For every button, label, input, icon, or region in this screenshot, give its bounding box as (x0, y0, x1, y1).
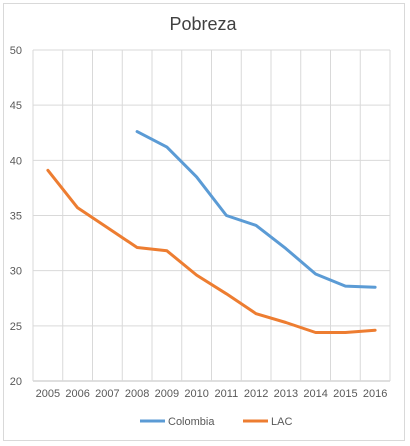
chart-title: Pobreza (169, 14, 237, 34)
x-tick-label: 2012 (244, 388, 268, 400)
x-tick-label: 2015 (333, 388, 357, 400)
legend-label: Colombia (168, 416, 215, 428)
x-tick-label: 2007 (95, 388, 119, 400)
y-tick-label: 35 (10, 211, 22, 223)
x-tick-label: 2006 (65, 388, 89, 400)
x-axis-ticks: 2005 2006 2007 2008 2009 2010 2011 2012 2013 2014… (36, 388, 388, 400)
gridlines (32, 49, 391, 382)
x-tick-label: 2016 (363, 388, 387, 400)
y-tick-label: 20 (10, 376, 22, 388)
legend: Colombia LAC (140, 416, 292, 428)
series-line-lac (46, 168, 377, 334)
x-tick-label: 2005 (36, 388, 60, 400)
x-tick-label: 2009 (155, 388, 179, 400)
x-tick-label: 2014 (303, 388, 327, 400)
series-line-colombia (135, 130, 377, 289)
y-tick-label: 50 (10, 45, 22, 57)
legend-label: LAC (271, 416, 292, 428)
series-lines (46, 130, 377, 334)
y-tick-label: 45 (10, 100, 22, 112)
y-axis-ticks: 20 25 30 35 40 45 50 (10, 45, 22, 388)
x-tick-label: 2011 (215, 388, 239, 400)
x-tick-label: 2010 (184, 388, 208, 400)
x-tick-label: 2008 (125, 388, 149, 400)
y-tick-label: 40 (10, 155, 22, 167)
chart-frame (3, 3, 405, 441)
y-tick-label: 30 (10, 266, 22, 278)
y-tick-label: 25 (10, 321, 22, 333)
x-tick-label: 2013 (274, 388, 298, 400)
